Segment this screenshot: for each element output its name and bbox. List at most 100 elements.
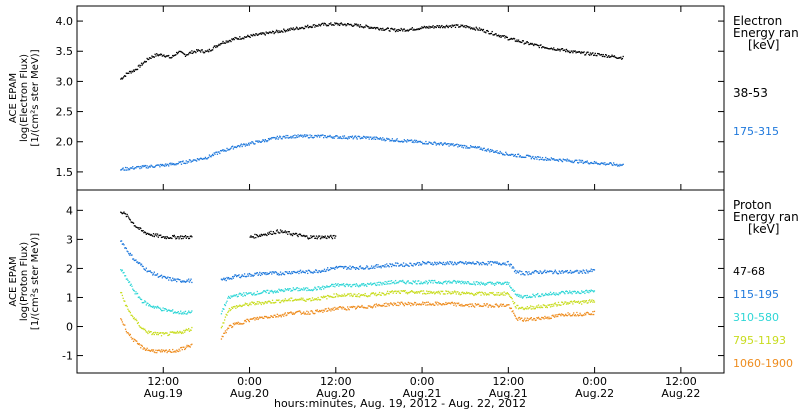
data-point	[497, 282, 500, 285]
data-point	[564, 314, 566, 317]
data-point	[573, 50, 576, 53]
data-point	[346, 137, 348, 139]
data-point	[579, 312, 581, 314]
xtick-label-time: 12:00	[320, 375, 352, 388]
data-point	[531, 305, 533, 308]
data-point	[259, 302, 262, 304]
data-point	[583, 270, 585, 272]
data-point	[140, 327, 143, 329]
data-point	[319, 309, 321, 312]
data-point	[525, 41, 528, 43]
data-point	[208, 48, 211, 51]
data-point	[259, 141, 262, 143]
data-point	[263, 234, 266, 236]
data-point	[593, 269, 596, 271]
data-point	[211, 49, 214, 51]
data-point	[224, 330, 227, 332]
data-point	[543, 270, 545, 273]
data-point	[198, 159, 200, 161]
data-point	[466, 292, 469, 294]
data-point	[355, 295, 358, 298]
data-point	[287, 299, 290, 301]
data-point	[509, 307, 512, 310]
data-point	[485, 149, 487, 151]
data-point	[424, 26, 426, 28]
data-point	[303, 27, 306, 30]
data-point	[292, 312, 294, 314]
data-point	[588, 53, 590, 56]
data-point	[349, 23, 351, 26]
data-point	[219, 44, 221, 46]
data-point	[362, 267, 364, 269]
data-point	[270, 138, 272, 140]
data-point	[309, 134, 311, 136]
data-point	[266, 272, 268, 274]
data-point	[374, 282, 376, 284]
data-point	[333, 24, 335, 26]
data-point	[426, 281, 428, 283]
data-point	[482, 261, 485, 264]
data-point	[227, 327, 230, 330]
data-point	[410, 28, 412, 30]
data-point	[377, 264, 379, 266]
data-point	[421, 282, 423, 285]
data-point	[342, 135, 344, 137]
data-point	[332, 235, 334, 237]
data-point	[313, 313, 315, 315]
data-point	[319, 25, 322, 27]
data-point	[141, 265, 143, 267]
data-point	[275, 316, 277, 318]
data-point	[331, 136, 333, 138]
data-point	[366, 295, 369, 298]
data-point	[577, 272, 580, 274]
data-point	[258, 140, 260, 142]
data-point	[494, 303, 497, 306]
data-point	[136, 68, 139, 70]
data-point	[383, 283, 386, 285]
data-point	[494, 261, 497, 263]
data-point	[391, 263, 394, 265]
data-point	[425, 280, 427, 282]
data-point	[168, 309, 170, 311]
data-point	[315, 287, 317, 289]
data-point	[589, 270, 591, 273]
data-point	[311, 26, 313, 29]
data-point	[217, 44, 219, 47]
data-point	[366, 295, 368, 298]
data-point	[271, 273, 273, 275]
data-point	[551, 293, 553, 295]
data-point	[312, 289, 314, 291]
data-point	[531, 156, 533, 159]
data-point	[547, 318, 549, 320]
data-point	[517, 319, 519, 321]
data-point	[235, 323, 237, 325]
data-point	[614, 56, 616, 58]
data-point	[310, 310, 312, 312]
data-point	[445, 280, 447, 282]
data-point	[122, 77, 124, 79]
data-point	[150, 271, 152, 274]
data-point	[133, 317, 136, 319]
data-point	[330, 296, 332, 298]
data-point	[446, 261, 449, 263]
data-point	[559, 50, 561, 52]
data-point	[508, 154, 510, 156]
data-point	[121, 168, 124, 170]
data-point	[233, 323, 235, 326]
data-point	[317, 25, 319, 27]
data-point	[592, 52, 594, 54]
data-point	[327, 295, 330, 297]
data-point	[126, 72, 128, 75]
data-point	[208, 154, 211, 156]
data-point	[277, 138, 279, 140]
data-point	[442, 290, 444, 292]
data-point	[481, 29, 484, 32]
data-point	[284, 312, 286, 314]
data-point	[172, 235, 174, 237]
data-point	[123, 169, 125, 171]
data-point	[235, 274, 237, 276]
data-point	[337, 308, 339, 310]
data-point	[311, 236, 313, 239]
data-point	[284, 288, 286, 290]
data-point	[354, 268, 357, 271]
